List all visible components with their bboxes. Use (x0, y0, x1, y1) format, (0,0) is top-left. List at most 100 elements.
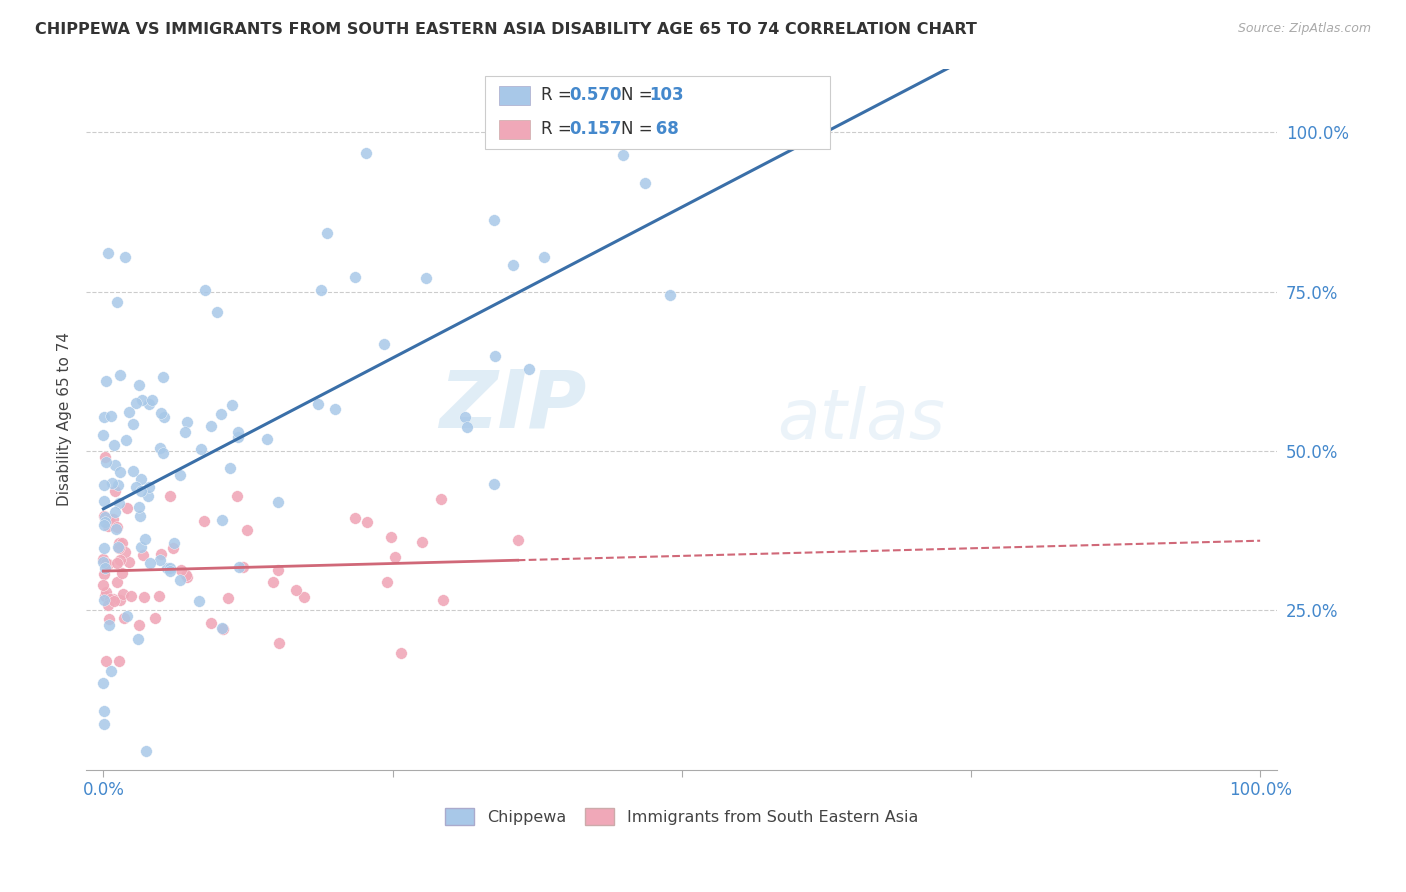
Text: R =: R = (541, 120, 578, 138)
Point (502, 258, 524, 272)
Point (131, 393, 153, 408)
Point (103, 438, 125, 452)
Point (115, 500, 138, 515)
Point (533, 250, 555, 264)
Text: Source: ZipAtlas.com: Source: ZipAtlas.com (1237, 22, 1371, 36)
Point (169, 467, 191, 482)
Point (94, 510, 117, 524)
Point (209, 407, 232, 421)
Text: CHIPPEWA VS IMMIGRANTS FROM SOUTH EASTERN ASIA DISABILITY AGE 65 TO 74 CORRELATI: CHIPPEWA VS IMMIGRANTS FROM SOUTH EASTER… (35, 22, 977, 37)
Point (797, 125, 820, 139)
Point (454, 410, 477, 425)
Point (108, 368, 131, 382)
Point (190, 442, 212, 457)
Point (93, 541, 115, 556)
Point (94, 561, 117, 575)
Point (122, 417, 145, 431)
Point (107, 654, 129, 668)
Point (93, 428, 115, 442)
Point (93, 478, 115, 492)
Point (150, 547, 173, 561)
Point (484, 349, 506, 363)
Point (205, 304, 228, 318)
Point (377, 574, 399, 589)
Point (380, 530, 402, 544)
Point (93, 675, 115, 690)
Text: N =: N = (621, 87, 658, 104)
Point (93, 578, 115, 592)
Point (125, 396, 148, 410)
Text: 68: 68 (650, 120, 678, 138)
Point (267, 563, 290, 577)
Point (169, 573, 191, 587)
Point (163, 536, 186, 550)
Point (176, 568, 198, 582)
Point (174, 425, 197, 439)
Point (517, 362, 540, 376)
Point (127, 632, 149, 647)
Point (132, 548, 155, 562)
Point (93, 494, 115, 508)
Point (228, 560, 250, 574)
Point (143, 611, 166, 625)
Point (217, 591, 239, 605)
Point (484, 477, 506, 491)
Point (93, 509, 115, 524)
Point (212, 622, 235, 636)
Point (94, 515, 117, 529)
Point (456, 419, 478, 434)
Point (150, 406, 173, 420)
Point (93, 704, 115, 718)
Point (343, 510, 366, 524)
Point (139, 557, 162, 571)
Point (218, 460, 240, 475)
Point (131, 471, 153, 485)
Point (112, 610, 135, 624)
Point (105, 556, 128, 570)
Point (156, 561, 179, 575)
Point (93, 551, 115, 566)
Point (108, 553, 131, 567)
Point (136, 489, 159, 503)
Point (152, 370, 174, 384)
Point (200, 615, 222, 630)
Point (170, 563, 193, 577)
Point (97, 511, 120, 525)
Point (658, 288, 681, 302)
Point (356, 516, 378, 530)
Text: N =: N = (621, 120, 658, 138)
Point (104, 483, 127, 498)
Point (307, 396, 329, 410)
Point (107, 574, 129, 589)
Point (96, 598, 118, 612)
Point (159, 489, 181, 503)
Point (323, 402, 346, 417)
Point (93, 517, 115, 532)
Point (103, 594, 125, 608)
Point (120, 589, 142, 603)
Y-axis label: Disability Age 65 to 74: Disability Age 65 to 74 (58, 332, 72, 506)
Point (93, 555, 115, 569)
Point (114, 545, 136, 559)
Point (506, 533, 529, 548)
Point (93, 592, 115, 607)
Point (134, 533, 156, 547)
Text: 0.570: 0.570 (569, 87, 621, 104)
Point (373, 336, 395, 351)
Point (128, 500, 150, 514)
Point (111, 566, 134, 580)
Point (200, 418, 222, 433)
Point (634, 176, 657, 190)
Point (354, 146, 377, 161)
Point (96, 374, 118, 388)
Point (135, 743, 157, 757)
Point (159, 561, 181, 575)
Point (256, 432, 278, 446)
Point (129, 484, 152, 499)
Point (104, 458, 127, 472)
Point (107, 540, 129, 554)
Point (107, 478, 129, 492)
Point (132, 590, 155, 604)
Point (236, 523, 259, 537)
Point (96, 585, 118, 599)
